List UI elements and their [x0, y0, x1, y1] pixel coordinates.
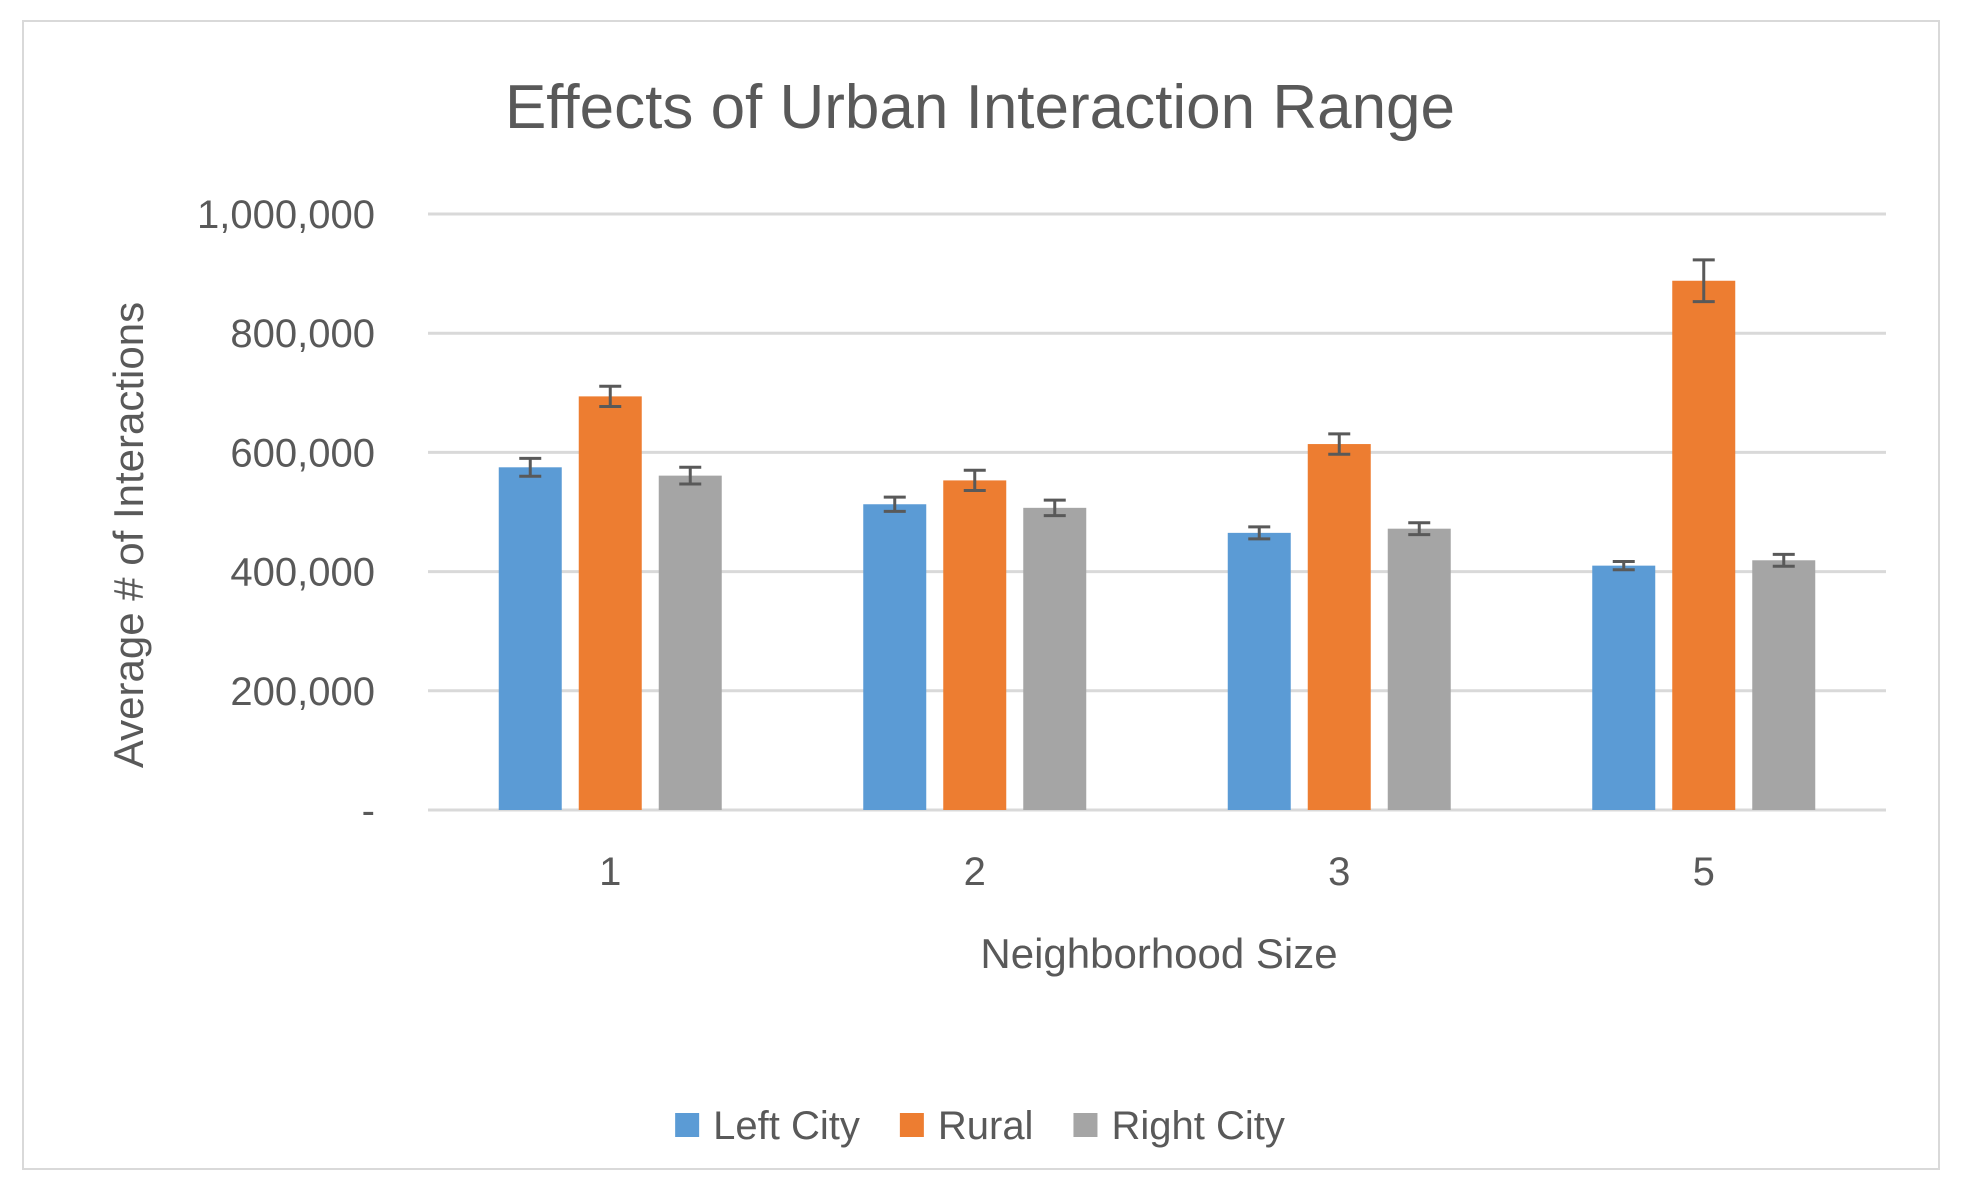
bar-right-city — [658, 475, 722, 810]
x-axis-ticks: 1 2 3 5 — [599, 850, 1715, 894]
bar-right-city — [1023, 507, 1087, 810]
bar-right-city — [1387, 528, 1451, 810]
legend-swatch — [1073, 1113, 1098, 1137]
y-axis-title: Average # of Interactions — [105, 302, 152, 768]
legend-label: Rural — [938, 1104, 1034, 1148]
legend: Left City Rural Right City — [675, 1104, 1285, 1148]
bar-rural — [943, 480, 1007, 810]
y-tick-label: 800,000 — [230, 312, 375, 356]
bar-left-city — [863, 504, 927, 810]
legend-swatch — [675, 1113, 700, 1137]
legend-label: Right City — [1111, 1104, 1284, 1148]
bar-left-city — [498, 467, 562, 810]
x-tick-label: 2 — [964, 850, 986, 894]
bars — [498, 280, 1816, 810]
gridlines — [428, 212, 1886, 812]
bar-rural — [578, 396, 642, 810]
x-tick-label: 3 — [1328, 850, 1350, 894]
y-tick-label: 200,000 — [230, 670, 375, 714]
error-bars — [519, 258, 1795, 572]
bar-left-city — [1592, 565, 1656, 810]
y-tick-label: 400,000 — [230, 551, 375, 595]
x-tick-label: 1 — [599, 850, 621, 894]
bar-rural — [1672, 280, 1736, 810]
y-tick-label: - — [362, 789, 375, 833]
x-tick-label: 5 — [1693, 850, 1715, 894]
y-tick-label: 600,000 — [230, 431, 375, 475]
bar-right-city — [1752, 560, 1816, 810]
y-tick-label: 1,000,000 — [197, 193, 375, 237]
legend-swatch — [899, 1113, 924, 1137]
bar-left-city — [1227, 532, 1291, 810]
chart-title: Effects of Urban Interaction Range — [505, 73, 1455, 142]
bar-rural — [1307, 444, 1371, 810]
x-axis-title: Neighborhood Size — [980, 930, 1337, 977]
legend-label: Left City — [713, 1104, 860, 1148]
y-axis-ticks: - 200,000 400,000 600,000 800,000 1,000,000 — [197, 193, 375, 833]
